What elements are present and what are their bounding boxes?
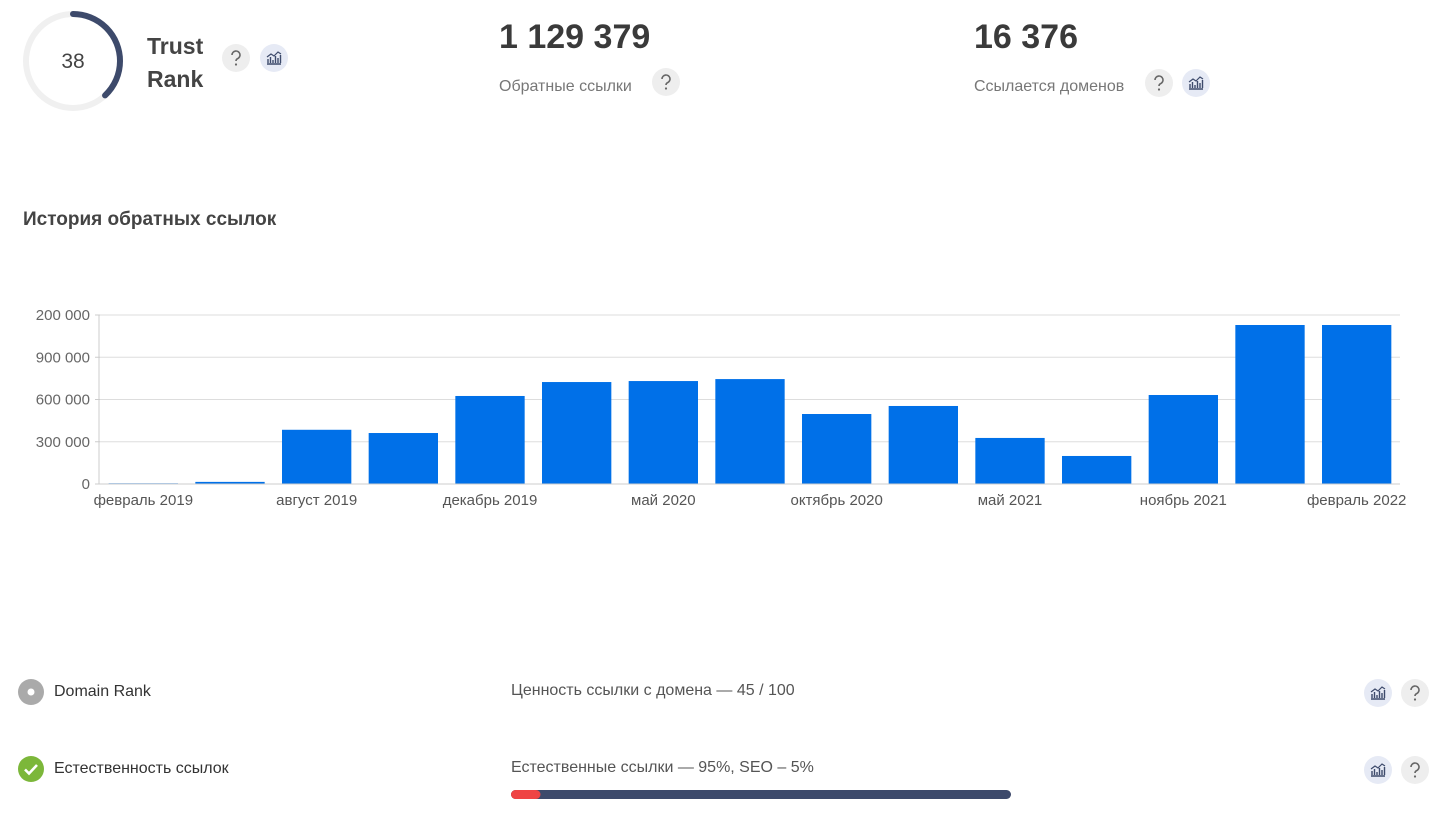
y-tick-label: 0 xyxy=(82,476,90,493)
naturalness-label: Естественность ссылок xyxy=(54,760,229,777)
bar xyxy=(1062,455,1132,484)
x-tick-label: февраль 2022 xyxy=(1307,492,1406,509)
value: 45 xyxy=(736,682,755,699)
domains-value: 16 376 xyxy=(974,18,1078,56)
x-tick-label: ноябрь 2021 xyxy=(1140,492,1227,509)
help-icon[interactable] xyxy=(1401,756,1429,784)
y-tick-label: 200 000 xyxy=(36,307,90,324)
x-tick-label: май 2020 xyxy=(631,492,696,509)
bar xyxy=(975,437,1045,484)
domain-rank-label: Domain Rank xyxy=(54,683,151,700)
chart-icon[interactable] xyxy=(1364,679,1392,707)
gauge-arc xyxy=(23,11,123,111)
chart-title: История обратных ссылок xyxy=(23,209,277,230)
bar xyxy=(1148,394,1218,484)
y-tick-label: 900 000 xyxy=(36,349,90,366)
trust-gauge: 38 xyxy=(23,11,123,111)
bar xyxy=(628,381,698,484)
text: / xyxy=(754,682,768,699)
chart-icon[interactable] xyxy=(260,44,288,72)
status-ok xyxy=(18,756,44,782)
y-tick-label: 300 000 xyxy=(36,434,90,451)
max: 100 xyxy=(767,682,795,699)
x-tick-label: октябрь 2020 xyxy=(790,492,882,509)
chart-icon[interactable] xyxy=(1182,69,1210,97)
bar xyxy=(888,405,958,484)
unit: % xyxy=(799,759,814,776)
value: 95 xyxy=(698,759,717,776)
text: Естественные ссылки — xyxy=(511,759,699,776)
bar xyxy=(368,433,438,484)
progress-bar xyxy=(511,790,1011,799)
backlinks-value: 1 129 379 xyxy=(499,18,651,56)
text: Ценность ссылки с домена — xyxy=(511,682,737,699)
backlinks-label: Обратные ссылки xyxy=(499,78,632,95)
domain-rank-text: Ценность ссылки с домена — 45 / 100 xyxy=(511,682,795,700)
chart: 0 300 000 600 000 900 000 200 000 февраль 201… xyxy=(36,307,1407,509)
y-tick-label: 600 000 xyxy=(36,392,90,409)
trust-rank-value: 38 xyxy=(61,50,84,73)
domains-label: Ссылается доменов xyxy=(974,78,1125,95)
bar xyxy=(542,382,612,484)
seo-share xyxy=(511,790,541,799)
bar xyxy=(455,395,525,484)
x-tick-label: май 2021 xyxy=(978,492,1043,509)
help-icon[interactable] xyxy=(1401,679,1429,707)
bar xyxy=(1235,324,1305,484)
chart-icon[interactable] xyxy=(1364,756,1392,784)
status-neutral xyxy=(18,679,44,705)
help-icon[interactable] xyxy=(1145,69,1173,97)
help-icon[interactable] xyxy=(652,68,680,96)
naturalness-text: Естественные ссылки — 95%, SEO – 5% xyxy=(511,759,814,777)
value: 5 xyxy=(790,759,800,776)
text: %, SEO – xyxy=(716,759,791,776)
x-tick-label: август 2019 xyxy=(276,492,357,509)
x-tick-label: декабрь 2019 xyxy=(443,492,538,509)
bar xyxy=(715,379,785,484)
trust-rank-label: Trust Rank xyxy=(147,33,204,92)
x-tick-label: февраль 2019 xyxy=(94,492,193,509)
bar xyxy=(282,429,352,484)
bar xyxy=(195,481,265,484)
bar xyxy=(802,414,872,484)
natural-share xyxy=(511,790,1011,799)
help-icon[interactable] xyxy=(222,44,250,72)
bar xyxy=(1322,324,1392,484)
